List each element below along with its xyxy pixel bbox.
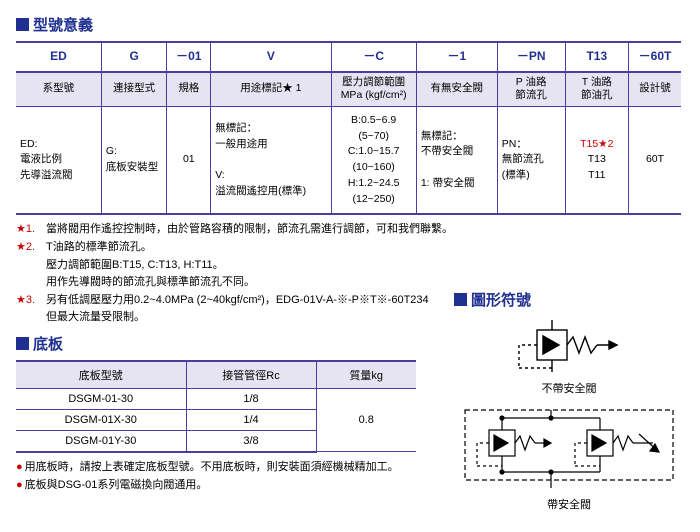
th: 質量kg (316, 361, 416, 389)
th: ED (16, 42, 101, 72)
section-title-text: 底板 (33, 333, 63, 354)
td: 無標記： 一般用途用 V: 溢流閥遙控用(標準) (211, 106, 331, 214)
table-body-row: ED: 電液比例 先導溢流閥 G: 底板安裝型 01 無標記： 一般用途用 V:… (16, 106, 681, 214)
td: 3/8 (186, 430, 316, 452)
th: －PN (497, 42, 565, 72)
td: 1/8 (186, 388, 316, 409)
bullet-list: 用底板時，請按上表確定底板型號。不用底板時，則安裝面須經機械精加工。 底板與DS… (16, 459, 446, 494)
th: 規格 (167, 72, 211, 107)
td: T15★2T13T11 (565, 106, 628, 214)
bullet-item: 用底板時，請按上表確定底板型號。不用底板時，則安裝面須經機械精加工。 (16, 459, 446, 477)
td: 0.8 (316, 388, 416, 452)
note-text: 壓力調節範圍B:T15, C:T13, H:T11。 (16, 257, 684, 275)
section-title-subplate: 底板 (16, 333, 446, 354)
th: －1 (416, 42, 497, 72)
subplate-table: 底板型號 接管管徑Rc 質量kg DSGM-01-30 1/8 0.8 DSGM… (16, 360, 416, 453)
th: 系型號 (16, 72, 101, 107)
square-icon (454, 293, 467, 306)
square-icon (16, 337, 29, 350)
th: T13 (565, 42, 628, 72)
diagram-caption: 不帶安全閥 (454, 380, 684, 396)
th: T 油路 節油孔 (565, 72, 628, 107)
td: DSGM-01X-30 (16, 409, 186, 430)
td: DSGM-01Y-30 (16, 430, 186, 452)
th: 接管管徑Rc (186, 361, 316, 389)
th: G (101, 42, 167, 72)
td: B:0.5~6.9 (5~70) C:1.0~15.7 (10~160) H:1… (331, 106, 416, 214)
th: 用途標記★ 1 (211, 72, 331, 107)
note-text: 另有低調壓壓力用0.2~4.0MPa (2~40kgf/cm²)，EDG-01V… (46, 292, 429, 310)
th: －01 (167, 42, 211, 72)
th: 設計號 (629, 72, 682, 107)
model-table: ED G －01 V －C －1 －PN T13 －60T 系型號 連接型式 規… (16, 41, 681, 215)
note-text: 當將閥用作遙控控制時，由於管路容積的限制，節流孔需進行調節，可和我們聯繫。 (46, 221, 453, 239)
note-text: T油路的標準節流孔。 (46, 239, 152, 257)
section-title-model: 型號意義 (16, 14, 684, 35)
note-mark: ★2. (16, 239, 46, 257)
th: －C (331, 42, 416, 72)
td: G: 底板安裝型 (101, 106, 167, 214)
td: DSGM-01-30 (16, 388, 186, 409)
section-title-text: 圖形符號 (471, 289, 531, 310)
section-title-symbols: 圖形符號 (454, 289, 684, 310)
th: －60T (629, 42, 682, 72)
section-title-text: 型號意義 (33, 14, 93, 35)
square-icon (16, 18, 29, 31)
th: 壓力調節範圍 MPa (kgf/cm²) (331, 72, 416, 107)
th: 有無安全閥 (416, 72, 497, 107)
symbol-diagram-with-safety (459, 404, 679, 494)
table-row: DSGM-01-30 1/8 0.8 (16, 388, 416, 409)
td: 無標記： 不帶安全閥 1: 帶安全閥 (416, 106, 497, 214)
note-mark: ★3. (16, 292, 46, 310)
th: V (211, 42, 331, 72)
symbol-diagram-no-safety (499, 316, 639, 378)
td: ED: 電液比例 先導溢流閥 (16, 106, 101, 214)
table-head-row: ED G －01 V －C －1 －PN T13 －60T (16, 42, 681, 72)
th: 底板型號 (16, 361, 186, 389)
notes-block: ★1.當將閥用作遙控控制時，由於管路容積的限制，節流孔需進行調節，可和我們聯繫。… (16, 221, 684, 327)
td: 01 (167, 106, 211, 214)
th: P 油路 節流孔 (497, 72, 565, 107)
note-mark: ★1. (16, 221, 46, 239)
diagram-caption: 帶安全閥 (454, 496, 684, 512)
th: 連接型式 (101, 72, 167, 107)
td: 1/4 (186, 409, 316, 430)
bullet-item: 底板與DSG-01系列電磁換向閥通用。 (16, 477, 446, 495)
table-subhead-row: 系型號 連接型式 規格 用途標記★ 1 壓力調節範圍 MPa (kgf/cm²)… (16, 72, 681, 107)
td: 60T (629, 106, 682, 214)
td: PN： 無節流孔 (標準) (497, 106, 565, 214)
